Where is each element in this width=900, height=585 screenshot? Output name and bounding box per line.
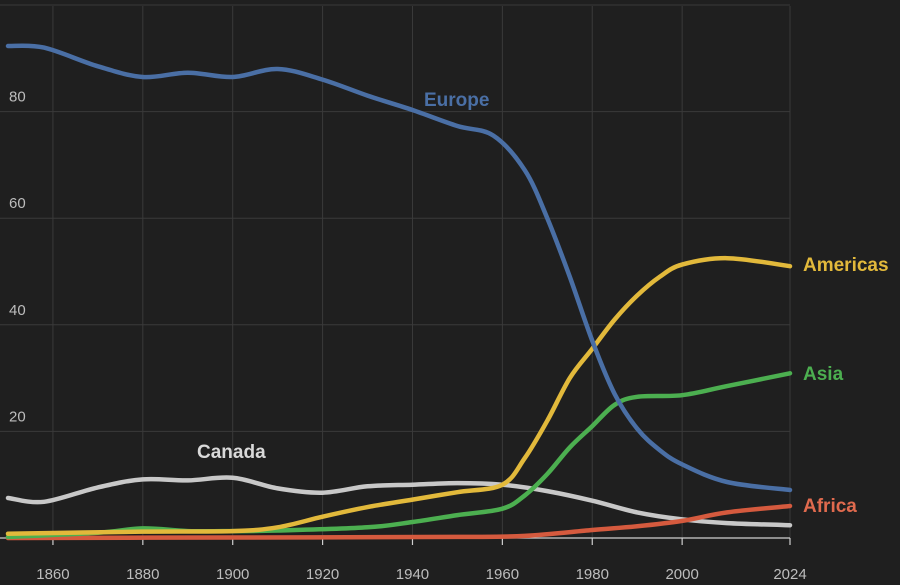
x-tick-label: 1900: [216, 566, 249, 583]
series-line-americas: [5, 255, 793, 536]
series-label-europe: Europe: [424, 90, 489, 111]
x-tick-label: 1880: [126, 566, 159, 583]
y-tick-label: 40: [9, 302, 26, 319]
series-line-africa: [5, 503, 793, 541]
series-label-africa: Africa: [803, 496, 857, 517]
x-tick-label: 1940: [396, 566, 429, 583]
y-tick-label: 20: [9, 408, 26, 425]
y-tick-label: 80: [9, 89, 26, 106]
series-label-americas: Americas: [803, 255, 889, 276]
gridlines: [0, 4, 791, 538]
x-tick-label: 1960: [486, 566, 519, 583]
y-tick-label: 60: [9, 195, 26, 212]
series-line-europe: [5, 43, 793, 493]
series-label-canada: Canada: [197, 442, 266, 463]
series-lines: [5, 43, 793, 541]
x-tick-label: 2024: [773, 566, 806, 583]
x-tick-label: 2000: [665, 566, 698, 583]
series-line-canada: [5, 475, 793, 528]
x-tick-label: 1920: [306, 566, 339, 583]
x-tick-label: 1860: [36, 566, 69, 583]
x-tick-label: 1980: [576, 566, 609, 583]
axes: 20406080100%1860188019001920194019601980…: [0, 89, 807, 583]
series-labels: Europe Americas Asia Canada Africa: [197, 90, 889, 517]
series-line-asia: [5, 371, 793, 540]
series-label-asia: Asia: [803, 364, 844, 385]
